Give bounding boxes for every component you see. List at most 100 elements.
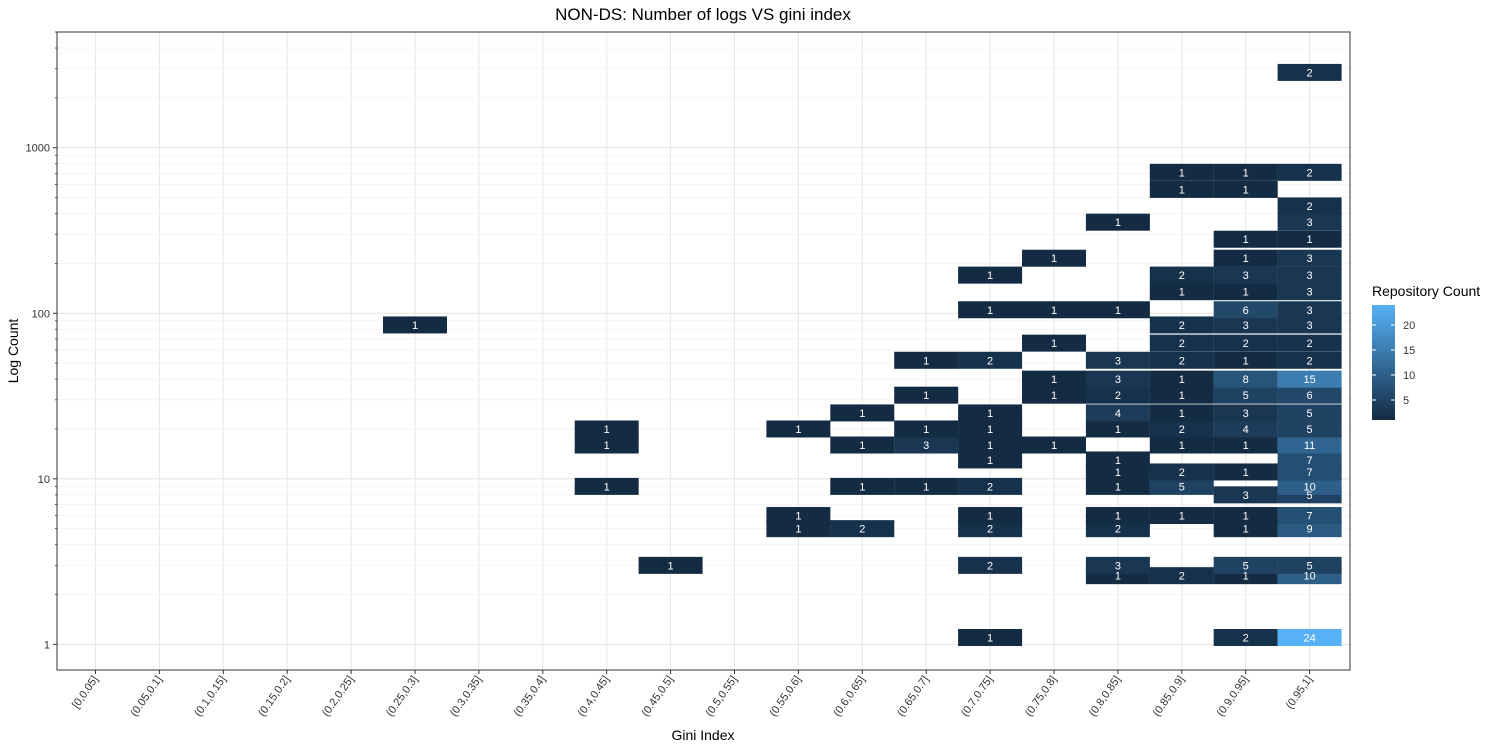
x-tick-label: (0.25,0.3] [384, 674, 420, 719]
cell-count-label: 1 [1243, 184, 1249, 196]
cell-count-label: 1 [1051, 253, 1057, 265]
heatmap-cell [1277, 230, 1342, 248]
heatmap-cell [1213, 486, 1278, 504]
cell-count-label: 1 [1115, 305, 1121, 317]
cell-count-label: 1 [987, 455, 993, 467]
cell-count-label: 1 [604, 424, 610, 436]
heatmap-cell [1277, 197, 1342, 215]
cell-count-label: 1 [795, 511, 801, 523]
legend-tick-label: 10 [1403, 370, 1415, 382]
cell-count-label: 3 [1115, 374, 1121, 386]
cell-count-label: 6 [1243, 305, 1249, 317]
cell-count-label: 1 [1307, 234, 1313, 246]
heatmap-cell [766, 507, 831, 525]
cell-count-label: 1 [923, 481, 929, 493]
cell-count-label: 1 [987, 633, 993, 645]
x-tick-label: (0.6,0.65] [831, 674, 867, 719]
cell-count-label: 1 [1179, 184, 1185, 196]
heatmap-cell [1149, 420, 1214, 438]
cell-count-label: 1 [668, 560, 674, 572]
heatmap-cell [1085, 420, 1150, 438]
y-tick-label: 100 [32, 308, 50, 320]
heatmap-cell [1277, 213, 1342, 231]
heatmap-cell [958, 520, 1023, 538]
cell-count-label: 1 [1179, 374, 1185, 386]
heatmap-cell [894, 436, 959, 454]
cell-count-label: 5 [1307, 408, 1313, 420]
cell-count-label: 3 [1307, 253, 1313, 265]
cell-count-label: 1 [1051, 440, 1057, 452]
cell-count-label: 2 [859, 524, 865, 536]
heatmap-cell [958, 451, 1023, 469]
cell-count-label: 1 [1179, 408, 1185, 420]
cell-count-label: 10 [1303, 481, 1315, 493]
x-tick-label: (0.95,1] [1284, 674, 1315, 711]
heatmap-cell [1149, 567, 1214, 585]
cell-count-label: 1 [1243, 234, 1249, 246]
y-tick-label: 10 [38, 474, 50, 486]
cell-count-label: 1 [1051, 338, 1057, 350]
heatmap-cell [1022, 249, 1086, 267]
heatmap-cell [1085, 370, 1150, 388]
heatmap-cell [1149, 507, 1214, 525]
x-tick-label: (0.35,0.4] [512, 674, 548, 719]
cell-count-label: 3 [1307, 320, 1313, 332]
cell-count-label: 1 [1179, 440, 1185, 452]
cell-count-label: 5 [1307, 560, 1313, 572]
cell-count-label: 1 [1243, 167, 1249, 179]
x-tick-label: (0.8,0.85] [1087, 674, 1123, 719]
cell-count-label: 1 [987, 408, 993, 420]
cell-count-label: 1 [923, 424, 929, 436]
heatmap-cell [1277, 404, 1342, 422]
cell-count-label: 1 [1243, 511, 1249, 523]
legend-ticks: 5 10 15 20 [1372, 320, 1415, 407]
heatmap-cell [574, 436, 639, 454]
cell-count-label: 2 [1307, 67, 1313, 79]
cell-count-label: 1 [859, 408, 865, 420]
cell-count-label: 1 [987, 511, 993, 523]
cell-count-label: 1 [923, 355, 929, 367]
heatmap-cell [1085, 404, 1150, 422]
cell-count-label: 4 [1243, 424, 1249, 436]
heatmap-cell [958, 556, 1023, 574]
heatmap-cell [1213, 556, 1278, 574]
cell-count-label: 15 [1303, 374, 1315, 386]
cell-count-label: 1 [1243, 253, 1249, 265]
cell-count-label: 3 [1115, 355, 1121, 367]
x-tick-label: (0.1,0.15] [192, 674, 228, 719]
heatmap-cell [958, 351, 1023, 369]
heatmap-cell [1085, 213, 1150, 231]
heatmap-cell [1085, 301, 1150, 319]
cell-count-label: 1 [1051, 390, 1057, 402]
cell-count-label: 2 [1179, 355, 1185, 367]
cell-count-label: 1 [987, 440, 993, 452]
heatmap-cell [1149, 463, 1214, 481]
cell-count-label: 1 [1179, 511, 1185, 523]
cell-count-label: 2 [1179, 320, 1185, 332]
heatmap-cell [1213, 351, 1278, 369]
heatmap-cell [1277, 351, 1342, 369]
cell-count-label: 3 [1243, 408, 1249, 420]
heatmap-cell [1277, 301, 1342, 319]
heatmap-cell [1277, 629, 1342, 647]
heatmap-cell [1149, 477, 1214, 495]
heatmap-cell [1022, 370, 1086, 388]
cell-count-label: 7 [1307, 511, 1313, 523]
heatmap-cell-labels: 1111111121111311112212111121111111113211… [412, 67, 1316, 644]
heatmap-cell [1085, 386, 1150, 404]
heatmap-cell [1149, 266, 1214, 284]
heatmap-cell [1149, 283, 1214, 301]
cell-count-label: 1 [1051, 305, 1057, 317]
heatmap-cell [1277, 451, 1342, 469]
legend: Repository Count 5 10 15 20 [1372, 283, 1480, 420]
cell-count-label: 1 [412, 320, 418, 332]
cell-count-label: 1 [987, 305, 993, 317]
heatmap-cell [1277, 436, 1342, 454]
heatmap-cell [1213, 404, 1278, 422]
cell-count-label: 3 [1307, 270, 1313, 282]
heatmap-cell [830, 477, 895, 495]
cell-count-label: 1 [987, 424, 993, 436]
cell-count-label: 2 [987, 524, 993, 536]
x-tick-label: (0.9,0.95] [1215, 674, 1251, 719]
heatmap-cell [1149, 316, 1214, 334]
